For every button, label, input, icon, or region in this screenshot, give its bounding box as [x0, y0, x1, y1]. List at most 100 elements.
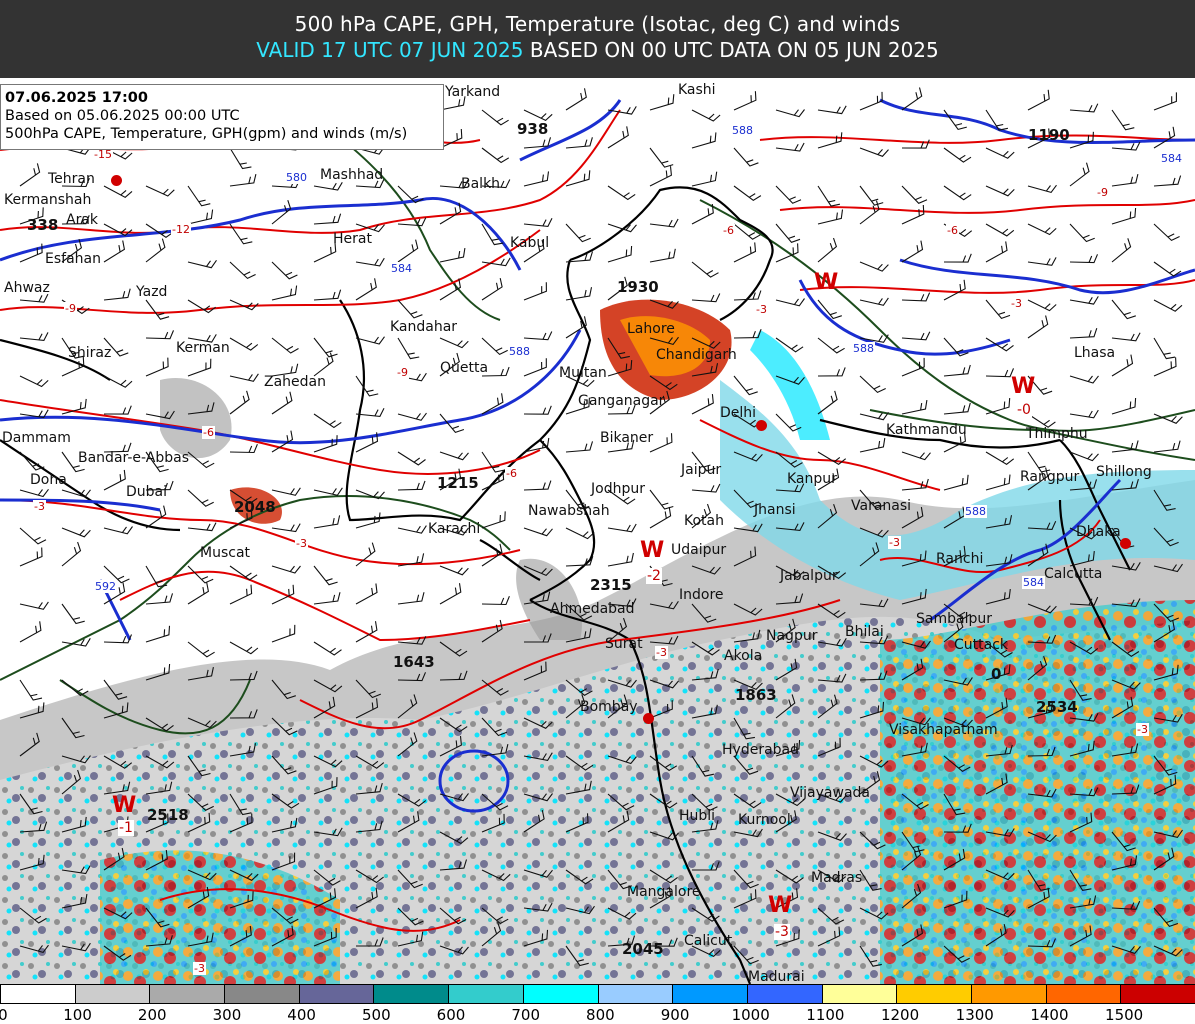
gph-isoline-label: 584 — [390, 262, 413, 275]
wind-barb — [271, 907, 299, 925]
wind-barb — [19, 854, 45, 871]
wind-barb — [649, 506, 672, 529]
wind-barb — [1153, 774, 1177, 795]
wind-barb — [229, 925, 252, 947]
city-label: Lahore — [627, 321, 675, 337]
wind-barb — [901, 478, 929, 491]
wind-barb — [355, 887, 378, 909]
wind-barb — [1069, 328, 1098, 339]
wind-barb — [397, 412, 427, 421]
wind-barb — [481, 907, 509, 925]
wind-barb — [103, 781, 131, 795]
wind-barb — [103, 469, 126, 491]
city-label: Muscat — [200, 545, 251, 561]
legend-label: 1400 — [1030, 1006, 1069, 1024]
gph-value: 2045 — [622, 940, 664, 958]
wind-barb — [103, 907, 133, 920]
wind-barb — [817, 603, 846, 619]
temp-isoline-label: -3 — [193, 962, 206, 975]
wind-barb — [271, 817, 298, 833]
city-label: Herat — [333, 231, 372, 247]
wind-barb — [607, 598, 637, 608]
wind-barb — [313, 927, 337, 947]
wind-barb — [649, 700, 673, 719]
wind-barb — [61, 177, 90, 188]
wind-barb — [985, 474, 1011, 491]
city-label: Arak — [66, 212, 99, 228]
wind-barb — [439, 202, 462, 225]
wind-barb — [817, 468, 840, 491]
wind-barb — [271, 337, 299, 354]
wind-barb — [439, 278, 462, 301]
wind-barb — [859, 527, 889, 538]
wind-barb — [19, 621, 42, 643]
wind-barb — [859, 869, 882, 891]
wind-barb — [649, 937, 678, 947]
legend-swatch — [522, 984, 599, 1004]
wind-barb — [565, 679, 593, 696]
wind-barb — [523, 633, 552, 643]
wind-barb — [985, 299, 1011, 320]
wind-barb — [61, 489, 91, 498]
wind-barb — [439, 451, 469, 461]
wind-barb — [565, 694, 586, 719]
wind-barb — [481, 869, 511, 882]
wind-barb — [565, 375, 595, 388]
wind-barb — [1027, 299, 1057, 312]
cape-field — [0, 299, 1195, 984]
city-label: Chandigarh — [656, 347, 737, 363]
wind-barb — [901, 87, 923, 111]
city-label: Zahedan — [264, 374, 326, 390]
wind-barb — [1153, 299, 1183, 312]
wind-barb — [649, 375, 678, 391]
wind-barb — [397, 480, 426, 491]
wind-barb — [565, 628, 592, 643]
wind-barb — [313, 182, 343, 191]
legend-swatch — [597, 984, 674, 1004]
city-label: Calcutta — [1044, 566, 1103, 582]
wind-barb — [733, 451, 763, 462]
temp-isoline-label: -9 — [64, 302, 77, 315]
wind-barb — [397, 869, 423, 889]
wind-barb — [565, 556, 594, 567]
wind-barb — [397, 299, 423, 319]
wind-barb — [733, 147, 759, 167]
city-label: Delhi — [720, 405, 757, 421]
gph-isoline-label: 588 — [964, 505, 987, 518]
city-label: Quetta — [440, 360, 489, 376]
capital-dot — [643, 713, 654, 724]
wind-barb — [397, 907, 424, 926]
wind-barb — [355, 869, 384, 884]
wind-barb — [355, 698, 379, 719]
wind-barb — [943, 823, 972, 833]
wind-barb — [859, 907, 889, 920]
wind-barb — [61, 769, 82, 795]
capital-dot — [1120, 538, 1131, 549]
wind-barb — [145, 625, 171, 643]
wind-barb — [439, 670, 468, 681]
wind-barb — [943, 109, 967, 131]
wind-barb — [439, 565, 469, 576]
wind-barb — [523, 405, 552, 415]
wind-barb — [985, 589, 1011, 605]
wind-barb — [817, 673, 847, 683]
wind-barb — [649, 433, 673, 453]
wind-barb — [481, 595, 510, 606]
wind-barb — [439, 248, 466, 263]
city-label: Balkh — [461, 176, 501, 192]
wind-barb — [1027, 375, 1053, 395]
wind-barb — [943, 253, 972, 263]
wind-barb — [649, 390, 670, 415]
wind-barb — [313, 352, 334, 377]
wind-barb — [565, 813, 589, 833]
wind-barb — [187, 666, 214, 681]
wind-barb — [229, 373, 259, 382]
gph-value: 1190 — [1028, 126, 1070, 144]
wind-barb — [691, 203, 714, 225]
wind-barb — [397, 217, 427, 227]
wind-barb — [481, 109, 509, 126]
city-label: Kabul — [510, 235, 550, 251]
wind-barb — [313, 679, 343, 693]
wind-barb — [145, 238, 166, 263]
wind-barb — [1153, 603, 1180, 623]
